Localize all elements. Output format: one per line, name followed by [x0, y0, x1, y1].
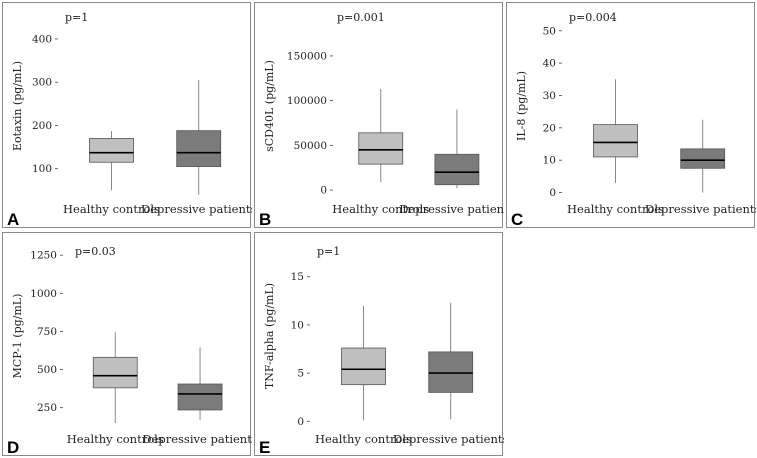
panel-b: 0 50000 100000 150000 sCD40L (pg/mL) p=0.001 H…: [254, 2, 504, 229]
y-tick-label: 15: [291, 271, 304, 283]
category-label: Depressive patients: [141, 202, 252, 216]
box-depressive-patients: [428, 351, 474, 393]
y-tick-label: 250: [37, 402, 57, 414]
box-healthy-controls: [92, 356, 138, 389]
panel-a: 100 200 300 400 Eotaxin (pg/mL) p=1 Healthy co…: [2, 2, 252, 229]
y-tick-label: 1250: [30, 250, 57, 262]
p-value: p=1: [65, 11, 88, 24]
category-label: Healthy controls: [567, 202, 664, 216]
category-label: Healthy controls: [332, 202, 429, 216]
p-value: p=0.001: [337, 11, 385, 24]
category-label: Healthy controls: [63, 202, 160, 216]
panel-e: 0 5 10 15 TNF-alpha (pg/mL) p=1 Healthy contro…: [254, 232, 504, 457]
panel-label: D: [7, 438, 19, 457]
y-axis-label: IL-8 (pg/mL): [515, 71, 528, 141]
panel-label: B: [259, 210, 271, 229]
box-depressive-patients: [434, 153, 480, 186]
panel-label: A: [7, 210, 19, 229]
box-chart-c: 0 10 20 30 40 50 IL-8 (pg/mL) p=0.004 Healthy co…: [511, 11, 756, 229]
category-label: Depressive patients: [142, 432, 252, 446]
y-tick-label: 20: [543, 122, 556, 134]
category-label: Healthy controls: [315, 432, 412, 446]
panel-d: 250 500 750 1000 1250 MCP-1 (pg/mL) p=0.03 Heal…: [2, 232, 252, 457]
box-chart-b: 0 50000 100000 150000 sCD40L (pg/mL) p=0.001 H…: [259, 11, 504, 229]
y-tick-label: 30: [543, 90, 556, 102]
y-tick-label: 1000: [30, 288, 57, 300]
box-healthy-controls: [89, 138, 134, 163]
y-tick-label: 100: [32, 163, 52, 175]
box-healthy-controls: [593, 124, 638, 158]
y-axis-label: TNF-alpha (pg/mL): [263, 283, 276, 389]
y-tick-label: 40: [543, 58, 556, 70]
box-healthy-controls: [341, 347, 386, 386]
y-tick-label: 150000: [287, 50, 327, 62]
panel-label: C: [511, 210, 523, 229]
y-tick-label: 50000: [294, 140, 327, 152]
y-tick-label: 100000: [287, 95, 327, 107]
box-chart-d: 250 500 750 1000 1250 MCP-1 (pg/mL) p=0.03 Heal…: [7, 245, 252, 457]
box-chart-a: 100 200 300 400 Eotaxin (pg/mL) p=1 Healthy co…: [7, 11, 252, 229]
category-label: Depressive patients: [393, 432, 504, 446]
y-tick-label: 400: [32, 33, 52, 45]
y-tick-label: 0: [549, 187, 556, 199]
box-depressive-patients: [177, 383, 223, 411]
box-depressive-patients: [176, 130, 222, 167]
y-axis-label: MCP-1 (pg/mL): [11, 294, 24, 379]
y-tick-label: 0: [297, 416, 304, 428]
category-label: Depressive patients: [399, 202, 504, 216]
p-value: p=0.004: [569, 11, 617, 24]
p-value: p=1: [317, 245, 340, 258]
y-tick-label: 10: [543, 155, 556, 167]
box-chart-e: 0 5 10 15 TNF-alpha (pg/mL) p=1 Healthy contro…: [259, 245, 504, 457]
y-tick-label: 0: [320, 185, 327, 197]
panel-label: E: [259, 438, 270, 457]
category-label: Depressive patients: [645, 202, 756, 216]
y-tick-label: 200: [32, 120, 52, 132]
y-tick-label: 10: [291, 319, 304, 331]
p-value: p=0.03: [75, 245, 116, 258]
category-label: Healthy controls: [67, 432, 164, 446]
y-tick-label: 300: [32, 77, 52, 89]
y-tick-label: 50: [543, 25, 556, 37]
box-depressive-patients: [680, 148, 726, 169]
y-tick-label: 5: [297, 368, 304, 380]
y-axis-label: Eotaxin (pg/mL): [11, 61, 24, 151]
y-tick-label: 500: [37, 364, 57, 376]
box-healthy-controls: [358, 132, 404, 165]
panel-c: 0 10 20 30 40 50 IL-8 (pg/mL) p=0.004 Healthy co…: [506, 2, 756, 229]
y-tick-label: 750: [37, 326, 57, 338]
y-axis-label: sCD40L (pg/mL): [263, 60, 276, 152]
